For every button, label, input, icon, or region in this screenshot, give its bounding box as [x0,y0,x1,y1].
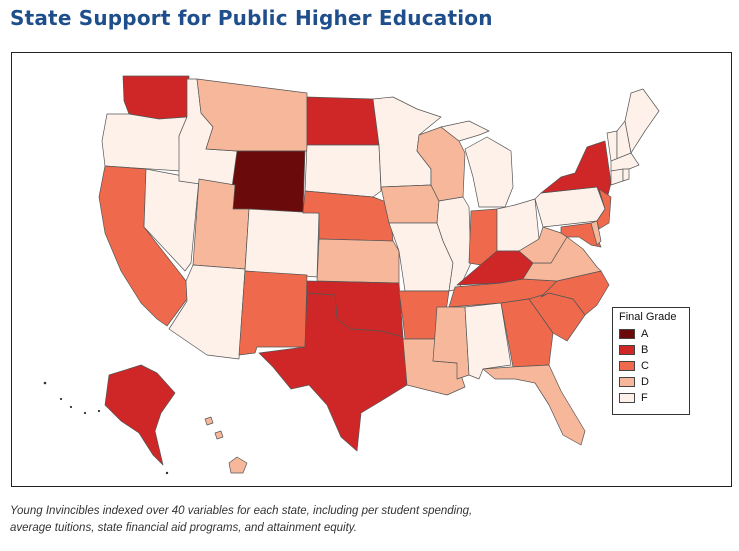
legend-label: D [641,376,649,388]
state-new-york[interactable] [540,140,612,208]
state-montana[interactable] [196,78,308,152]
state-hawaii[interactable] [204,416,248,474]
us-map [43,75,660,475]
state-massachusetts[interactable] [610,152,640,172]
state-oregon[interactable] [101,113,188,172]
caption: Young Invincibles indexed over 40 variab… [10,503,630,537]
state-north-dakota[interactable] [306,96,380,146]
state-rhode-island[interactable] [622,168,630,182]
state-alaska[interactable] [104,364,176,466]
caption-line-1: Young Invincibles indexed over 40 variab… [10,505,473,517]
state-colorado[interactable] [244,208,320,278]
page-title: State Support for Public Higher Educatio… [10,6,493,30]
island-marks [43,381,169,475]
state-iowa[interactable] [380,184,440,224]
state-kansas[interactable] [316,238,400,284]
legend-swatch [619,361,635,371]
legend-label: F [641,392,648,404]
state-florida[interactable] [482,364,586,446]
legend: Final Grade A B C D F [612,307,690,415]
legend-item-f: F [619,390,683,406]
legend-swatch [619,377,635,387]
state-new-jersey[interactable] [596,188,612,230]
legend-swatch [619,345,635,355]
legend-label: C [641,360,649,372]
legend-item-a: A [619,326,683,342]
legend-item-c: C [619,358,683,374]
state-texas[interactable] [258,292,408,452]
legend-swatch [619,329,635,339]
state-south-dakota[interactable] [304,144,382,198]
legend-item-d: D [619,374,683,390]
state-washington[interactable] [122,75,190,120]
legend-item-b: B [619,342,683,358]
state-wyoming[interactable] [228,150,306,214]
state-georgia[interactable] [500,298,554,368]
state-michigan[interactable] [440,120,514,208]
state-vermont[interactable] [606,130,618,162]
state-new-mexico[interactable] [238,270,308,356]
legend-label: A [641,328,649,340]
caption-line-2: average tuitions, state financial aid pr… [10,522,357,534]
legend-title: Final Grade [619,311,677,323]
state-delaware[interactable] [590,220,602,246]
state-pennsylvania[interactable] [534,186,606,228]
state-maine[interactable] [624,88,660,154]
legend-label: B [641,344,649,356]
map-frame [11,52,732,487]
legend-swatch [619,393,635,403]
state-connecticut[interactable] [610,168,624,186]
